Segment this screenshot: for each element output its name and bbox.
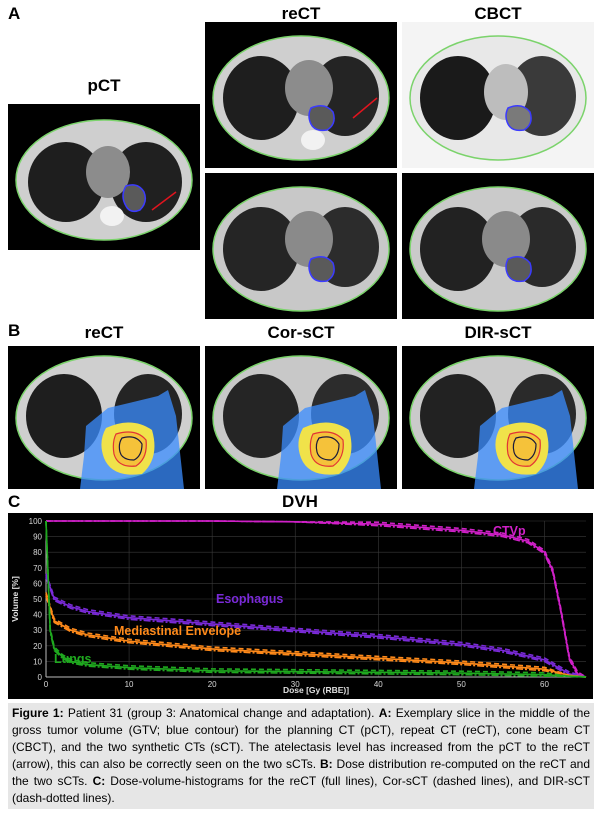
dvh-plot: 0 10 20 30 40 50 60 70 80 90 100 0 10 20 30 40 50 60 Dose … [10, 517, 587, 695]
series-line [45, 575, 587, 678]
series-line [45, 520, 587, 678]
panel-a-label: A [8, 4, 21, 23]
rect-image-a [205, 22, 397, 168]
gtv-contour [505, 105, 532, 132]
y-tick-label: 10 [33, 657, 42, 666]
gtv-contour [308, 256, 335, 283]
panel-b-label: B [8, 321, 21, 340]
right-lung [223, 374, 299, 458]
y-axis-title: Volume [%] [10, 576, 20, 622]
y-tick-label: 20 [33, 642, 42, 651]
arrow [352, 97, 378, 119]
cbct-image [402, 22, 594, 168]
right-lung [420, 374, 496, 458]
right-lung [420, 207, 496, 291]
series-line [45, 576, 587, 678]
dvh-chart: 0 10 20 30 40 50 60 70 80 90 100 0 10 20 30 40 50 60 Dose … [8, 513, 593, 699]
dose-cor-sct-image [205, 346, 397, 489]
y-tick-label: 90 [33, 533, 42, 542]
x-tick-label: 30 [291, 680, 300, 689]
rect-title-b: reCT [84, 323, 124, 342]
dvh-title: DVH [282, 492, 318, 511]
cbct-title: CBCT [474, 4, 522, 23]
panel-c-label: C [8, 492, 21, 511]
rect-title-a: reCT [281, 4, 321, 23]
x-tick-label: 40 [374, 680, 383, 689]
series-line [45, 592, 587, 678]
series-line [45, 595, 587, 678]
vertebra [100, 206, 124, 226]
x-tick-label: 20 [208, 680, 217, 689]
series-line [45, 573, 587, 678]
y-tick-label: 60 [33, 579, 42, 588]
pct-image [8, 104, 200, 250]
y-tick-label: 100 [29, 517, 43, 526]
series-label: Esophagus [216, 592, 283, 606]
cbct-scan [402, 22, 594, 168]
x-tick-label: 10 [125, 680, 134, 689]
right-lung [223, 207, 299, 291]
rect-scan-a [212, 35, 390, 161]
gtv-contour [118, 436, 143, 461]
y-tick-label: 50 [33, 595, 42, 604]
mediastinum [482, 211, 530, 267]
series-line [45, 594, 587, 678]
x-tick-label: 60 [540, 680, 549, 689]
pct-scan [15, 119, 193, 241]
y-tick-label: 40 [33, 611, 42, 620]
gtv-contour [308, 105, 335, 132]
y-tick-label: 80 [33, 548, 42, 557]
right-lung [420, 56, 496, 140]
gtv-contour [505, 256, 532, 283]
mediastinum [285, 211, 333, 267]
series-label: Lungs [54, 652, 92, 666]
dose-rect-image [8, 346, 200, 489]
pct-title: pCT [87, 76, 121, 95]
series-label: Mediastinal Envelope [114, 624, 241, 638]
dose-dir-sct-scan [409, 355, 587, 489]
y-tick-label: 30 [33, 626, 42, 635]
right-lung [28, 142, 104, 222]
cor-sct-title: Cor-sCT [267, 323, 335, 342]
y-tick-label: 70 [33, 564, 42, 573]
arrow [151, 191, 177, 211]
series-line [46, 520, 587, 678]
x-tick-label: 50 [457, 680, 466, 689]
right-lung [223, 56, 299, 140]
caption-a-label: A: [378, 706, 392, 720]
dose-dir-sct-image [402, 346, 594, 489]
cor-sct-scan-a [212, 186, 390, 312]
caption-c-label: C: [92, 774, 106, 788]
caption-text-2: Exemplary slice in the middle of the gro… [12, 706, 590, 771]
caption-text-1: Patient 31 (group 3: Anatomical change a… [63, 706, 379, 720]
dir-sct-image-a [402, 173, 594, 319]
series-line [45, 520, 587, 678]
dose-cor-sct-scan [212, 355, 390, 489]
series-label: CTVp [493, 524, 526, 538]
right-lung [26, 374, 102, 458]
dose-rect-scan [15, 355, 193, 489]
mediastinum [86, 146, 130, 198]
dir-sct-title: DIR-sCT [464, 323, 532, 342]
gtv-contour [512, 436, 537, 461]
y-tick-label: 0 [38, 673, 43, 682]
vertebra [301, 130, 325, 150]
caption-text-4: Dose-volume-histograms for the reCT (ful… [12, 774, 590, 805]
dir-sct-scan-a [409, 186, 587, 312]
gtv-contour [315, 436, 340, 461]
figure-caption: Figure 1: Patient 31 (group 3: Anatomica… [8, 703, 594, 809]
cor-sct-image-a [205, 173, 397, 319]
x-tick-label: 0 [44, 680, 49, 689]
gtv-contour [122, 184, 147, 213]
series-line [45, 520, 587, 678]
caption-text-3: Dose distribution re-computed on the reC… [12, 757, 591, 788]
mediastinum [285, 60, 333, 116]
series-line [46, 520, 587, 678]
caption-b-label: B: [319, 757, 333, 771]
x-axis-title: Dose [Gy (RBE)] [283, 685, 349, 695]
caption-figure-label: Figure 1: [12, 706, 64, 720]
